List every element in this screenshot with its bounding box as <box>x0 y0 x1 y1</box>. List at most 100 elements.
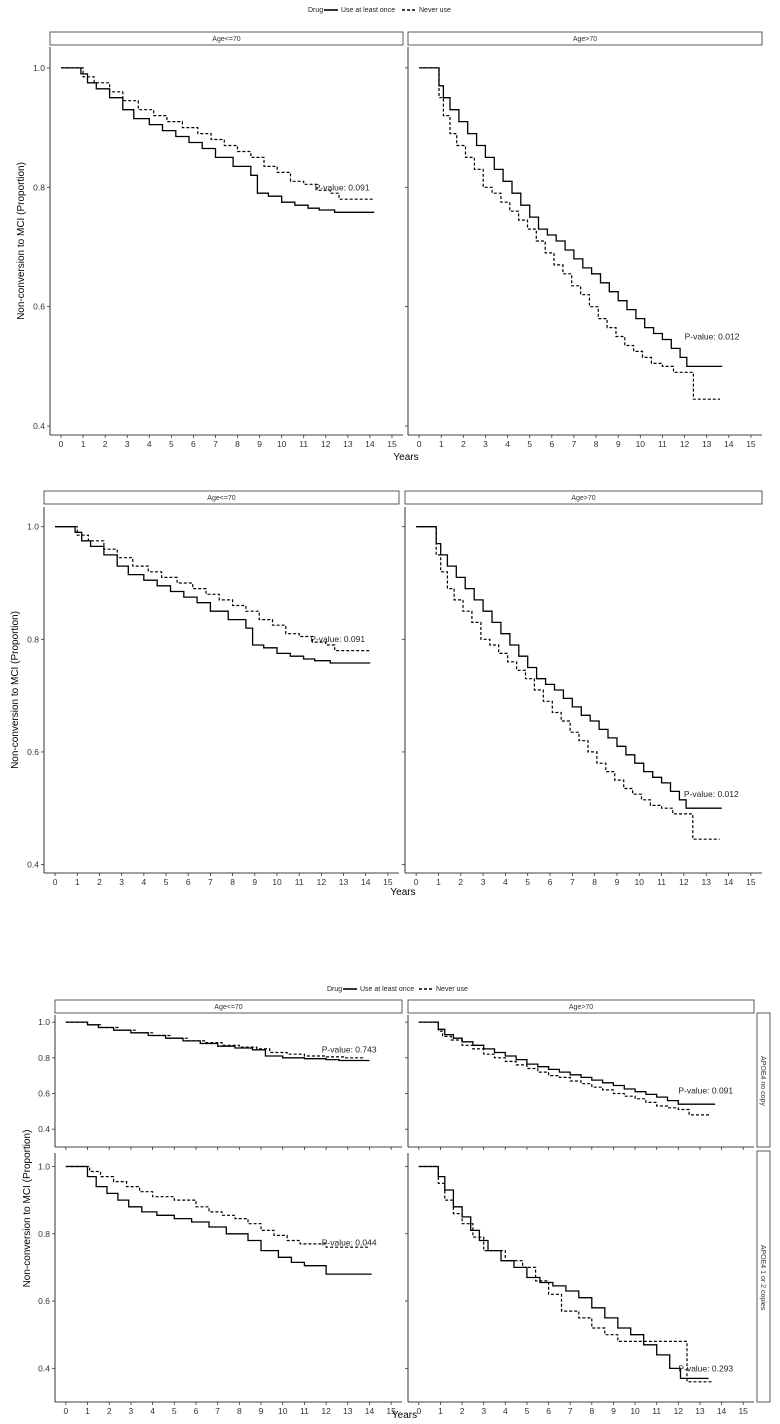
x-tick-label: 5 <box>164 877 169 887</box>
x-tick-label: 1 <box>439 439 444 449</box>
x-tick-label: 12 <box>674 1406 684 1416</box>
y-tick-label: 0.4 <box>27 860 39 870</box>
x-tick-label: 9 <box>616 439 621 449</box>
x-axis-title: Years <box>390 887 415 898</box>
x-tick-label: 6 <box>546 1406 551 1416</box>
y-tick-label: 0.4 <box>33 421 45 431</box>
km-curve-use-at-least-once <box>65 1165 372 1275</box>
x-tick-label: 6 <box>186 877 191 887</box>
facet-strip <box>404 490 763 505</box>
km-curve-use-at-least-once <box>418 1165 709 1380</box>
x-tick-label: 7 <box>568 1406 573 1416</box>
x-tick-label: 1 <box>438 1406 443 1416</box>
km-curve-never-use <box>418 1021 711 1116</box>
x-tick-label: 15 <box>387 439 397 449</box>
x-tick-label: 3 <box>119 877 124 887</box>
x-tick-label: 10 <box>636 439 646 449</box>
panel-2-2: Age>700 1 2 3 4 5 6 7 8 9 10 11 12 13 14 15P-value: 0.0… <box>402 490 763 887</box>
x-tick-label: 4 <box>147 439 152 449</box>
facet-strip-label: Age<=70 <box>212 36 241 43</box>
y-axis-title: Non-conversion to MCI (Proportion) <box>16 162 27 320</box>
y-tick-label: 0.6 <box>33 302 45 312</box>
x-tick-label: 1 <box>75 877 80 887</box>
x-tick-label: 14 <box>361 877 371 887</box>
p-value-label: P-value: 0.091 <box>310 634 365 644</box>
x-tick-label: 0 <box>63 1406 68 1416</box>
x-tick-label: 13 <box>701 877 711 887</box>
x-tick-label: 1 <box>436 877 441 887</box>
legend-title: Drug <box>327 986 342 993</box>
x-tick-label: 2 <box>107 1406 112 1416</box>
p-value-label: P-value: 0.091 <box>315 182 370 192</box>
x-tick-label: 4 <box>150 1406 155 1416</box>
y-tick-label: 0.8 <box>33 182 45 192</box>
x-tick-label: 3 <box>129 1406 134 1416</box>
km-curve-never-use <box>65 1165 370 1248</box>
km-curve-use-at-least-once <box>419 67 723 368</box>
panel-3-3: 0.40.60.81.00 1 2 3 4 5 6 7 8 9 10 11 12 13 14 15P-valu… <box>38 1153 402 1416</box>
x-tick-label: 12 <box>321 439 331 449</box>
x-tick-label: 0 <box>59 439 64 449</box>
x-tick-label: 8 <box>237 1406 242 1416</box>
chart-2: Age<=700.40.60.81.00 1 2 3 4 5 6 7 8 9 10 11 12 13 14 1… <box>10 490 763 898</box>
x-tick-label: 1 <box>85 1406 90 1416</box>
x-tick-label: 5 <box>525 877 530 887</box>
x-tick-label: 5 <box>169 439 174 449</box>
x-tick-label: 15 <box>386 1406 396 1416</box>
panel-1-2: Age>700 1 2 3 4 5 6 7 8 9 10 11 12 13 14 15P-value: 0.0… <box>405 31 763 449</box>
y-tick-label: 0.6 <box>38 1296 50 1306</box>
y-tick-label: 1.0 <box>27 522 39 532</box>
legend-title: Drug <box>308 7 323 14</box>
x-tick-label: 10 <box>635 877 645 887</box>
p-value-label: P-value: 0.743 <box>322 1044 377 1054</box>
charts-layer: Age<=700.40.60.81.00 1 2 3 4 5 6 7 8 9 10 11 12 13 14 1… <box>10 31 771 1421</box>
x-tick-label: 5 <box>527 439 532 449</box>
x-axis-title: Years <box>392 1410 417 1421</box>
facet-strip <box>407 999 755 1014</box>
facet-strip-label: Age<=70 <box>207 495 236 502</box>
x-tick-label: 2 <box>460 1406 465 1416</box>
y-axis-title: Non-conversion to MCI (Proportion) <box>22 1130 33 1288</box>
x-tick-label: 8 <box>589 1406 594 1416</box>
x-tick-label: 14 <box>365 439 375 449</box>
x-tick-label: 15 <box>738 1406 748 1416</box>
legend-bottom-figure: Drug Use at least once Never use <box>327 986 468 993</box>
facet-strip <box>49 31 404 46</box>
x-tick-label: 4 <box>503 877 508 887</box>
panel-3-2: Age>70 APOE4 no copy P-value: 0.091 <box>405 999 771 1150</box>
x-tick-label: 15 <box>746 877 756 887</box>
p-value-label: P-value: 0.293 <box>678 1364 733 1374</box>
y-tick-label: 0.4 <box>38 1363 50 1373</box>
y-tick-label: 0.6 <box>38 1088 50 1098</box>
x-tick-label: 13 <box>343 1406 353 1416</box>
km-curve-never-use <box>418 1165 713 1383</box>
km-curve-use-at-least-once <box>55 526 371 664</box>
panel-3-1: Age<=70 0.4 0.6 0.8 1.0 P-value: 0.743 <box>38 999 403 1150</box>
x-tick-label: 14 <box>724 439 734 449</box>
y-tick-label: 0.8 <box>38 1053 50 1063</box>
y-axis-title: Non-conversion to MCI (Proportion) <box>10 611 21 769</box>
x-tick-label: 7 <box>572 439 577 449</box>
km-curve-use-at-least-once <box>65 1021 370 1062</box>
x-tick-label: 9 <box>615 877 620 887</box>
x-tick-label: 7 <box>570 877 575 887</box>
legend-dashed-label: Never use <box>419 7 451 14</box>
x-tick-label: 12 <box>317 877 327 887</box>
x-tick-label: 9 <box>257 439 262 449</box>
y-tick-label: 1.0 <box>33 63 45 73</box>
x-tick-label: 13 <box>339 877 349 887</box>
x-tick-label: 12 <box>680 439 690 449</box>
x-tick-label: 2 <box>103 439 108 449</box>
x-tick-label: 14 <box>717 1406 727 1416</box>
x-tick-label: 6 <box>191 439 196 449</box>
x-tick-label: 8 <box>230 877 235 887</box>
x-tick-label: 4 <box>503 1406 508 1416</box>
row-strip <box>756 1150 771 1403</box>
x-tick-label: 11 <box>652 1406 661 1416</box>
facet-strip-label: Age>70 <box>569 1004 593 1011</box>
facet-strip-label: Age>70 <box>571 495 595 502</box>
km-curve-never-use <box>55 526 371 652</box>
x-axis-title: Years <box>393 452 418 463</box>
